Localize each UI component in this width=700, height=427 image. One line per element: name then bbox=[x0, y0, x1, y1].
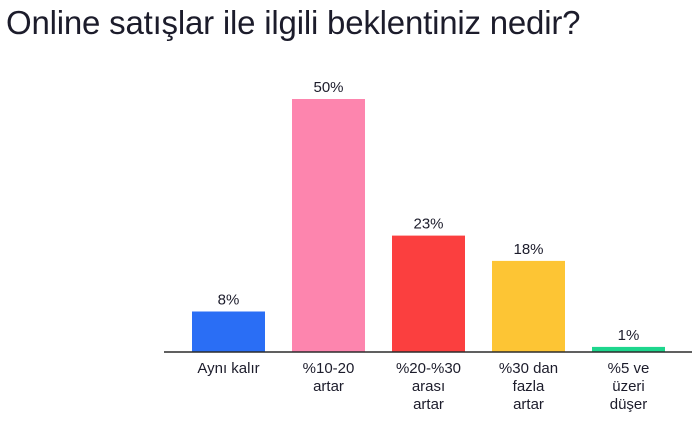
category-label-1: %10-20 artar bbox=[303, 360, 355, 395]
category-label-1-line-0: %10-20 bbox=[303, 360, 355, 377]
bar-2 bbox=[392, 235, 465, 352]
category-label-3-line-1: fazla bbox=[513, 378, 545, 395]
category-label-4: %5 ve üzeri düşer bbox=[608, 360, 650, 413]
bar-4 bbox=[592, 346, 665, 352]
value-label-4: 1% bbox=[618, 327, 640, 344]
value-labels-group: 8% 50% 23% 18% 1% bbox=[218, 79, 640, 344]
category-label-2: %20-%30 arası artar bbox=[396, 360, 461, 413]
category-label-1-line-1: artar bbox=[313, 378, 344, 395]
category-labels-group: Aynı kalır %10-20 artar%20-%30 arası artar%3… bbox=[197, 360, 649, 413]
category-label-3-line-2: artar bbox=[513, 396, 544, 413]
category-label-0: Aynı kalır bbox=[197, 360, 259, 377]
value-label-2: 23% bbox=[413, 216, 443, 233]
category-label-2-line-0: %20-%30 bbox=[396, 360, 461, 377]
category-label-4-line-0: %5 ve bbox=[608, 360, 650, 377]
chart-title: Online satışlar ile ilgili beklentiniz n… bbox=[6, 4, 581, 41]
category-label-2-line-2: artar bbox=[413, 396, 444, 413]
value-label-3: 18% bbox=[513, 241, 543, 258]
bar-0 bbox=[192, 311, 265, 352]
category-label-4-line-1: üzeri bbox=[612, 378, 645, 395]
bar-1 bbox=[292, 99, 365, 352]
bar-3 bbox=[492, 260, 565, 352]
category-label-3: %30 dan fazla artar bbox=[499, 360, 558, 413]
category-label-3-line-0: %30 dan bbox=[499, 360, 558, 377]
category-label-0-line-0: Aynı kalır bbox=[197, 360, 259, 377]
value-label-0: 8% bbox=[218, 292, 240, 309]
category-label-2-line-1: arası bbox=[412, 378, 445, 395]
category-label-4-line-2: düşer bbox=[610, 396, 648, 413]
value-label-1: 50% bbox=[313, 79, 343, 96]
bars-group bbox=[192, 99, 665, 352]
